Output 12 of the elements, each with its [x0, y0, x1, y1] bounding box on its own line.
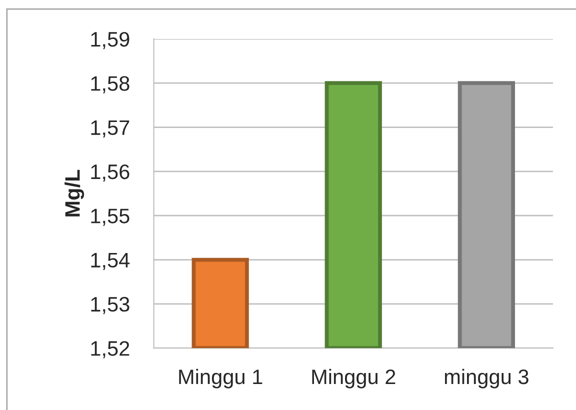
- x-tick-label: Minggu 1: [179, 368, 262, 388]
- y-tick-label: 1,55: [91, 208, 130, 226]
- y-axis-title: Mg/L: [64, 170, 84, 216]
- x-tick-label: Minggu 2: [312, 368, 396, 388]
- y-tick-label: 1,53: [91, 296, 130, 314]
- y-tick-label: 1,58: [91, 76, 130, 94]
- y-tick-label: 1,54: [91, 252, 130, 270]
- y-tick-label: 1,52: [91, 341, 130, 358]
- y-tick-label: 1,56: [91, 164, 130, 182]
- y-tick-label: 1,59: [91, 32, 130, 50]
- x-tick-label: minggu 3: [444, 368, 528, 388]
- y-tick-label: 1,57: [91, 120, 130, 138]
